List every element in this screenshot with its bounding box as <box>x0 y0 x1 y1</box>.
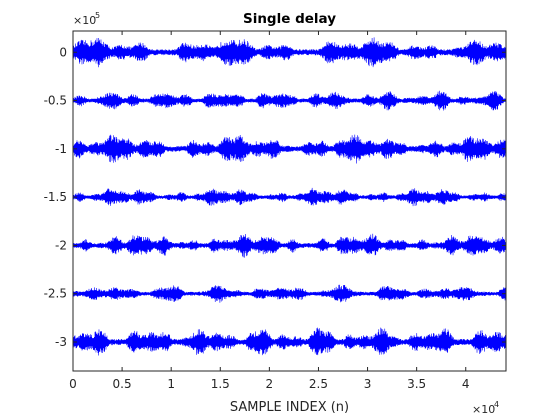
x-tick-label: 1.5 <box>211 377 230 391</box>
x-multiplier: ×10 4 <box>472 400 499 416</box>
x-tick-label: 4 <box>462 377 470 391</box>
y-tick-label: -2 <box>55 238 67 252</box>
x-tick-label: 0 <box>69 377 77 391</box>
y-tick-label: -2.5 <box>44 287 67 301</box>
trace-5 <box>72 233 507 258</box>
y-tick-label: -0.5 <box>44 94 67 108</box>
chart-title: Single delay <box>243 11 336 27</box>
y-multiplier: ×10 5 <box>73 11 100 27</box>
y-tick-label: -1 <box>55 142 67 156</box>
x-tick-label: 2 <box>266 377 274 391</box>
x-multiplier-base: ×10 <box>472 403 495 416</box>
x-tick-label: 1 <box>167 377 175 391</box>
y-multiplier-base: ×10 <box>73 14 96 27</box>
x-multiplier-exponent: 4 <box>494 400 499 409</box>
trace-6 <box>72 284 507 303</box>
x-tick-label: 3.5 <box>407 377 426 391</box>
plot-frame <box>72 30 507 372</box>
x-axis-label: SAMPLE INDEX (n) <box>230 400 349 415</box>
axis-ticks: 0 0.5 1 1.5 2 2.5 3 3.5 4 0 -0.5 -1 -1.5 -2 -2.5 -3 <box>44 31 506 391</box>
y-tick-label: -1.5 <box>44 190 67 204</box>
y-tick-label: -3 <box>55 335 67 349</box>
y-multiplier-base-value: 10 <box>82 14 96 27</box>
y-multiplier-exponent: 5 <box>95 11 100 20</box>
trace-3 <box>72 134 507 164</box>
trace-2 <box>72 90 507 111</box>
y-tick-label: 0 <box>59 45 67 59</box>
x-tick-label: 3 <box>364 377 372 391</box>
trace-4 <box>72 187 507 207</box>
x-tick-label: 2.5 <box>309 377 328 391</box>
x-multiplier-base-value: 10 <box>481 403 495 416</box>
plot-area <box>73 31 506 371</box>
x-tick-label: 0.5 <box>113 377 132 391</box>
trace-1 <box>72 37 507 68</box>
trace-7 <box>72 327 507 356</box>
